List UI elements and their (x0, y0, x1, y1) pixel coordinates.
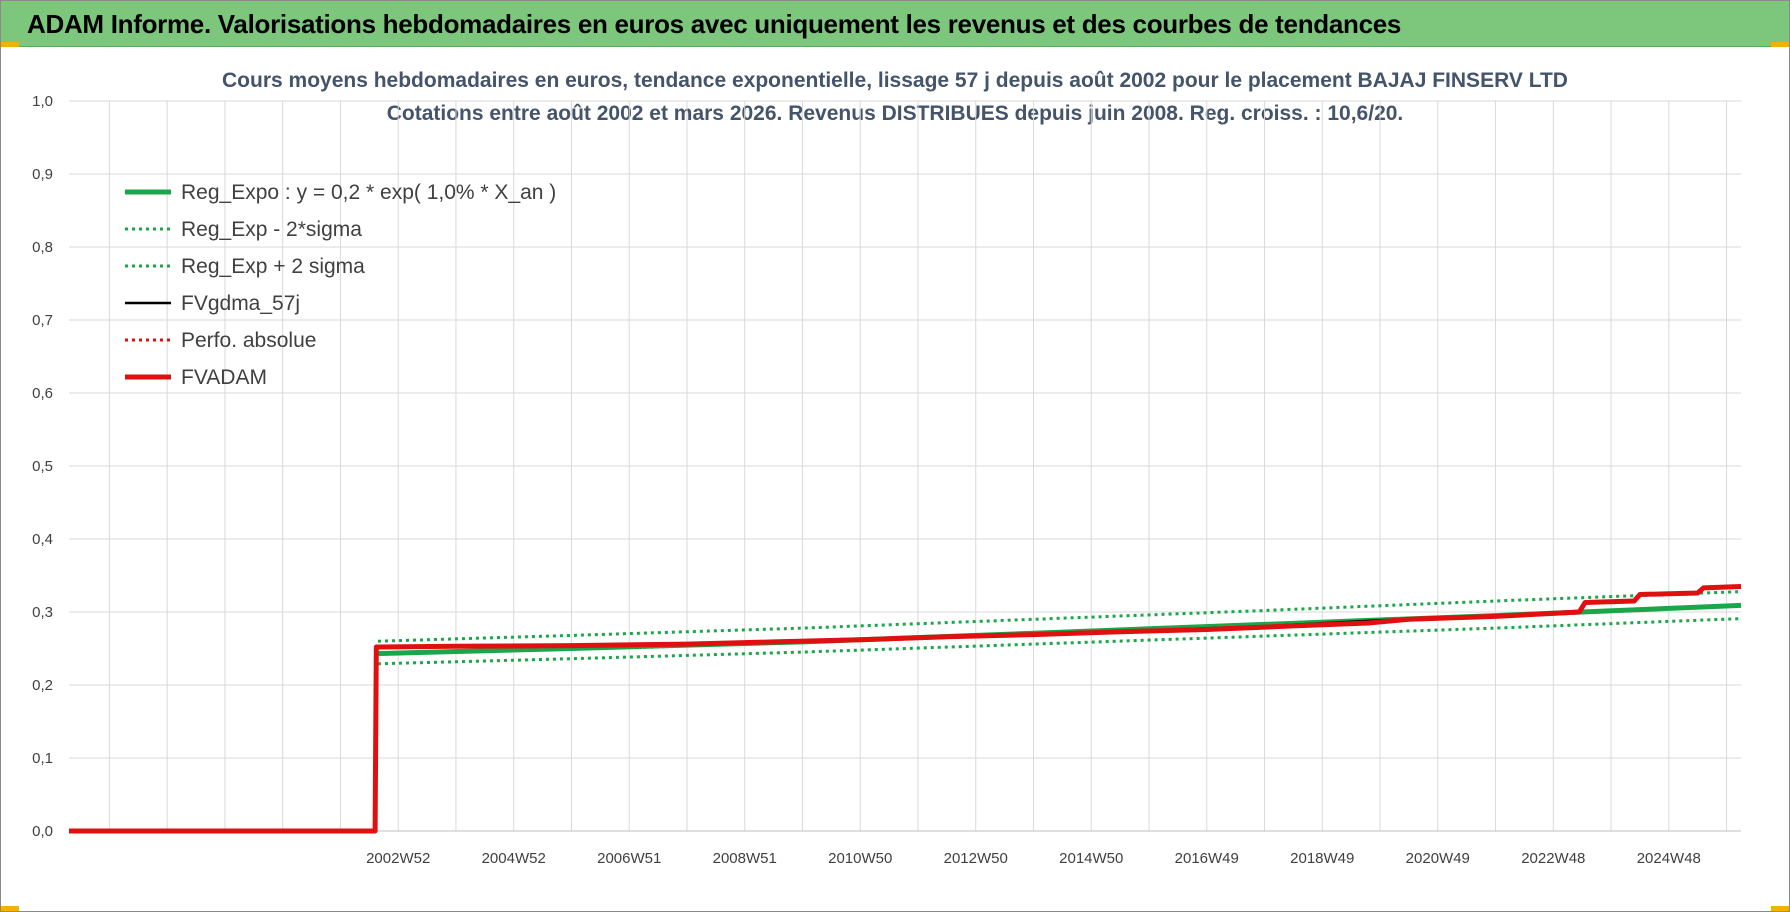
series-line-1 (377, 617, 1742, 666)
series-layer (69, 584, 1742, 834)
x-tick-label: 2002W52 (366, 850, 430, 867)
x-tick-label: 2020W49 (1406, 850, 1470, 867)
legend-label-4: Perfo. absolue (181, 329, 316, 352)
legend-label-1: Reg_Exp - 2*sigma (181, 218, 362, 241)
x-tick-label: 2010W50 (828, 850, 892, 867)
x-tick-label: 2022W48 (1521, 850, 1585, 867)
y-tick-label: 1,0 (32, 93, 53, 110)
legend-label-0: Reg_Expo : y = 0,2 * exp( 1,0% * X_an ) (181, 181, 556, 204)
corner-marker-bottom-left (1, 906, 19, 911)
x-tick-label: 2014W50 (1059, 850, 1123, 867)
legend: Reg_Expo : y = 0,2 * exp( 1,0% * X_an ) R… (125, 181, 556, 389)
y-tick-label: 0,3 (32, 604, 53, 621)
y-tick-label: 0,6 (32, 385, 53, 402)
banner-title: ADAM Informe. Valorisations hebdomadaire… (27, 9, 1402, 39)
series-line-3 (69, 584, 1742, 832)
corner-marker-left (1, 42, 19, 47)
y-tick-label: 0,8 (32, 239, 53, 256)
x-tick-label: 2016W49 (1175, 850, 1239, 867)
grid-layer (69, 100, 1741, 831)
chart-title-line1: Cours moyens hebdomadaires en euros, ten… (222, 69, 1568, 92)
y-tick-label: 0,5 (32, 458, 53, 475)
legend-label-3: FVgdma_57j (181, 292, 300, 315)
x-tick-label: 2008W51 (713, 850, 777, 867)
y-tick-label: 0,0 (32, 823, 53, 840)
corner-marker-right (1771, 42, 1789, 47)
y-tick-label: 0,4 (32, 531, 53, 548)
series-line-5 (69, 584, 1742, 834)
axis-layer: 0,0 0,1 0,2 0,3 0,4 0,5 0,6 0,7 0,8 0,9 1,0 2002W52… (32, 93, 1741, 867)
chart-area: Cours moyens hebdomadaires en euros, ten… (32, 69, 1742, 867)
corner-marker-bottom-right (1771, 906, 1789, 911)
legend-label-2: Reg_Exp + 2 sigma (181, 255, 365, 278)
chart-title-line2: Cotations entre août 2002 et mars 2026. … (387, 102, 1404, 125)
x-tick-label: 2024W48 (1637, 850, 1701, 867)
x-tick-label: 2004W52 (482, 850, 546, 867)
x-tick-label: 2018W49 (1290, 850, 1354, 867)
y-tick-label: 0,1 (32, 750, 53, 767)
title-banner: ADAM Informe. Valorisations hebdomadaire… (1, 1, 1789, 47)
y-tick-label: 0,9 (32, 166, 53, 183)
x-tick-label: 2006W51 (597, 850, 661, 867)
y-tick-label: 0,7 (32, 312, 53, 329)
legend-label-5: FVADAM (181, 366, 267, 389)
y-tick-label: 0,2 (32, 677, 53, 694)
x-tick-label: 2012W50 (944, 850, 1008, 867)
